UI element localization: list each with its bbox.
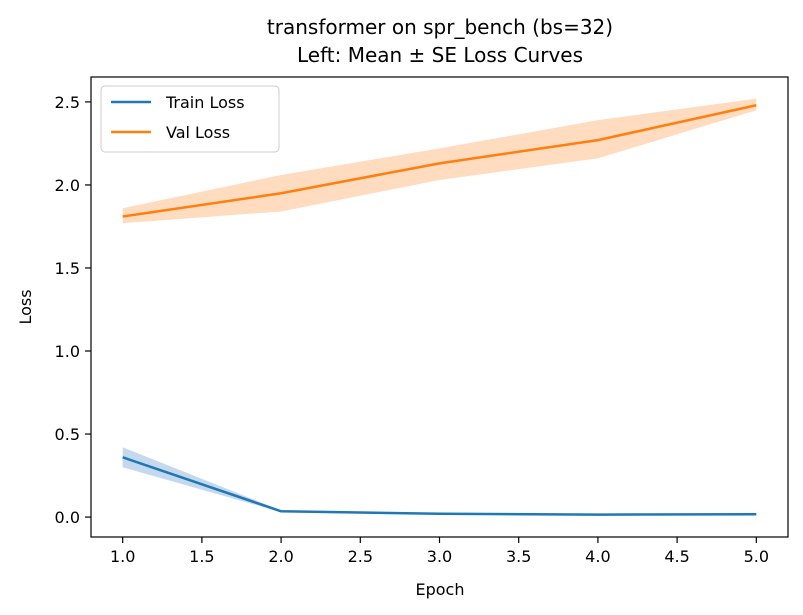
y-tick-label: 0.0 bbox=[55, 508, 80, 527]
y-tick-label: 0.5 bbox=[55, 425, 80, 444]
x-axis-label: Epoch bbox=[416, 580, 465, 599]
x-tick-label: 4.5 bbox=[664, 547, 689, 566]
x-tick-label: 3.0 bbox=[427, 547, 452, 566]
x-axis-ticks: 1.0 1.5 2.0 2.5 3.0 3.5 4.0 4.5 5.0 bbox=[110, 537, 769, 566]
legend: Train Loss Val Loss bbox=[100, 85, 280, 153]
x-tick-label: 5.0 bbox=[744, 547, 769, 566]
y-tick-label: 2.5 bbox=[55, 93, 80, 112]
x-tick-label: 1.0 bbox=[110, 547, 135, 566]
error-bands bbox=[122, 98, 757, 516]
x-tick-label: 1.5 bbox=[189, 547, 214, 566]
legend-label-train: Train Loss bbox=[165, 93, 245, 112]
x-tick-label: 4.0 bbox=[585, 547, 610, 566]
x-tick-label: 3.5 bbox=[506, 547, 531, 566]
y-axis-label: Loss bbox=[16, 289, 35, 324]
x-tick-label: 2.5 bbox=[348, 547, 373, 566]
series-lines bbox=[122, 104, 757, 516]
chart-title: transformer on spr_bench (bs=32) bbox=[267, 15, 613, 39]
y-tick-label: 2.0 bbox=[55, 176, 80, 195]
y-tick-label: 1.0 bbox=[55, 342, 80, 361]
y-tick-label: 1.5 bbox=[55, 259, 80, 278]
chart-subtitle: Left: Mean ± SE Loss Curves bbox=[297, 43, 583, 67]
legend-label-val: Val Loss bbox=[166, 123, 230, 142]
x-tick-label: 2.0 bbox=[268, 547, 293, 566]
train-loss-se-band bbox=[122, 447, 757, 516]
y-axis-ticks: 0.0 0.5 1.0 1.5 2.0 2.5 bbox=[55, 93, 91, 527]
